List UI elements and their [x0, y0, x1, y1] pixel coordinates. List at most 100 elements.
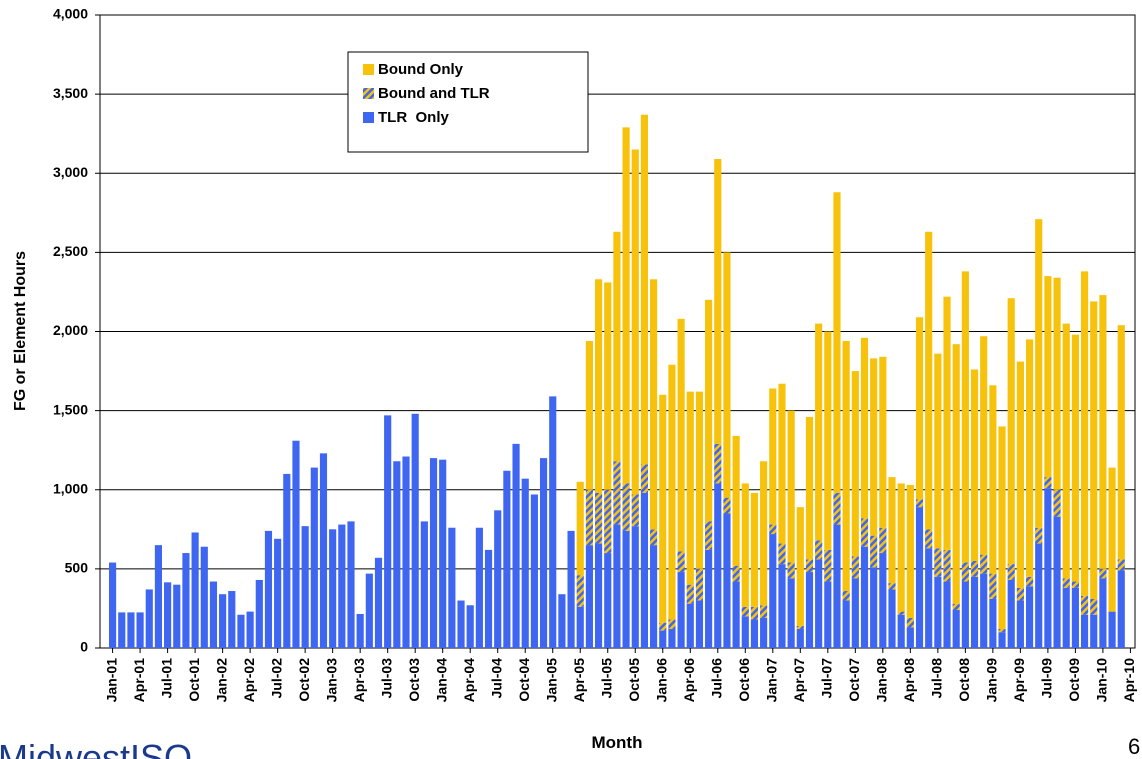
x-tick-label: Jul-08 [929, 658, 945, 699]
bar-segment [319, 453, 328, 648]
bar-segment [604, 553, 612, 648]
bar-segment [961, 271, 969, 563]
x-tick-label: Jul-02 [268, 658, 284, 699]
bar-segment [897, 611, 905, 615]
bar-segment [1099, 295, 1107, 569]
bar-segment [109, 562, 117, 648]
bar-segment [164, 582, 172, 648]
bar-segment [870, 358, 878, 536]
bar-segment [860, 518, 869, 547]
bar-segment [842, 591, 850, 601]
bar-segment [631, 526, 639, 648]
bar-segment [1035, 543, 1043, 648]
y-tick-label: 0 [80, 639, 88, 655]
bar-segment [393, 461, 401, 648]
bar-segment [1071, 334, 1079, 582]
bar-segment [264, 530, 273, 648]
x-tick-label: Jan-09 [984, 658, 1000, 703]
bar-segment [604, 282, 612, 490]
bar-segment [640, 492, 649, 648]
y-tick-label: 500 [65, 560, 89, 576]
bar-segment [1108, 611, 1116, 648]
x-tick-label: Jan-01 [103, 658, 119, 703]
bar-segment [1044, 477, 1052, 489]
bar-segment [237, 614, 245, 648]
bar-segment [787, 562, 795, 579]
bar-segment [145, 589, 153, 648]
bar-segment [457, 600, 465, 648]
bar-segment [1016, 600, 1024, 648]
bar-segment [402, 456, 410, 648]
bar-segment [1062, 578, 1070, 588]
bar-segment [686, 391, 694, 585]
bar-segment [980, 573, 988, 648]
bar-segment [989, 598, 997, 648]
x-tick-label: Jan-10 [1094, 658, 1110, 703]
x-tick-label: Apr-04 [461, 658, 477, 703]
bar-segment [374, 557, 383, 648]
bar-segment [1080, 271, 1089, 596]
bar-segment [851, 578, 859, 648]
x-tick-label: Jan-05 [543, 658, 559, 703]
bar-segment [1025, 339, 1034, 577]
bar-segment [833, 492, 841, 525]
bar-segment [952, 603, 960, 611]
y-axis-label: FG or Element Hours [12, 251, 29, 411]
x-tick-label: Oct-05 [626, 658, 642, 702]
bar-segment [769, 534, 777, 648]
bar-segment [1062, 587, 1070, 648]
bar-segment [1044, 276, 1052, 478]
bar-segment [182, 553, 190, 648]
bar-segment [1099, 568, 1107, 579]
bar-segment [705, 299, 713, 522]
bar-segment [677, 551, 685, 573]
bar-segment [952, 344, 960, 604]
legend-label: Bound and TLR [378, 85, 490, 102]
x-tick-label: Oct-04 [516, 658, 532, 702]
bar-segment [906, 617, 914, 628]
bar-segment [915, 499, 924, 508]
bar-segment [1117, 570, 1125, 648]
bar-segment [943, 296, 951, 550]
legend-box [347, 51, 589, 153]
bar-segment [576, 606, 584, 648]
bar-segment [200, 546, 208, 648]
x-tick-label: Apr-03 [351, 658, 367, 703]
bar-segment [1062, 323, 1070, 579]
x-tick-label: Oct-06 [736, 658, 752, 702]
x-tick-label: Jul-07 [819, 658, 835, 699]
bar-segment [640, 464, 649, 493]
x-tick-label: Oct-01 [186, 658, 202, 702]
bar-segment [154, 545, 163, 648]
bar-segment [659, 622, 667, 631]
bar-segment [594, 543, 603, 648]
bar-segment [1007, 298, 1015, 565]
bar-segment [420, 521, 428, 648]
bar-segment [1053, 277, 1061, 490]
bar-segment [173, 584, 181, 648]
bar-segment [1025, 586, 1034, 648]
logo: MidwestISO [0, 737, 192, 759]
bar-segment [870, 567, 878, 648]
bar-segment [980, 554, 988, 574]
bar-segment [888, 589, 896, 648]
bar-segment [549, 396, 557, 648]
bar-segment [805, 559, 814, 573]
bar-segment [695, 568, 704, 601]
bar-segment [760, 461, 768, 606]
bar-segment [512, 443, 520, 648]
y-tick-label: 4,000 [53, 6, 88, 22]
bar-segment [209, 581, 218, 648]
bar-segment [558, 594, 566, 648]
bar-segment [1090, 301, 1098, 599]
bar-segment [970, 560, 979, 577]
bar-segment [943, 549, 951, 582]
bar-segment [347, 521, 355, 648]
bar-segment [750, 619, 759, 648]
bar-segment [521, 478, 529, 648]
bar-segment [659, 394, 667, 623]
bar-segment [365, 573, 373, 648]
bar-segment [127, 612, 135, 648]
bar-segment [851, 371, 859, 557]
x-tick-label: Jan-03 [323, 658, 339, 703]
